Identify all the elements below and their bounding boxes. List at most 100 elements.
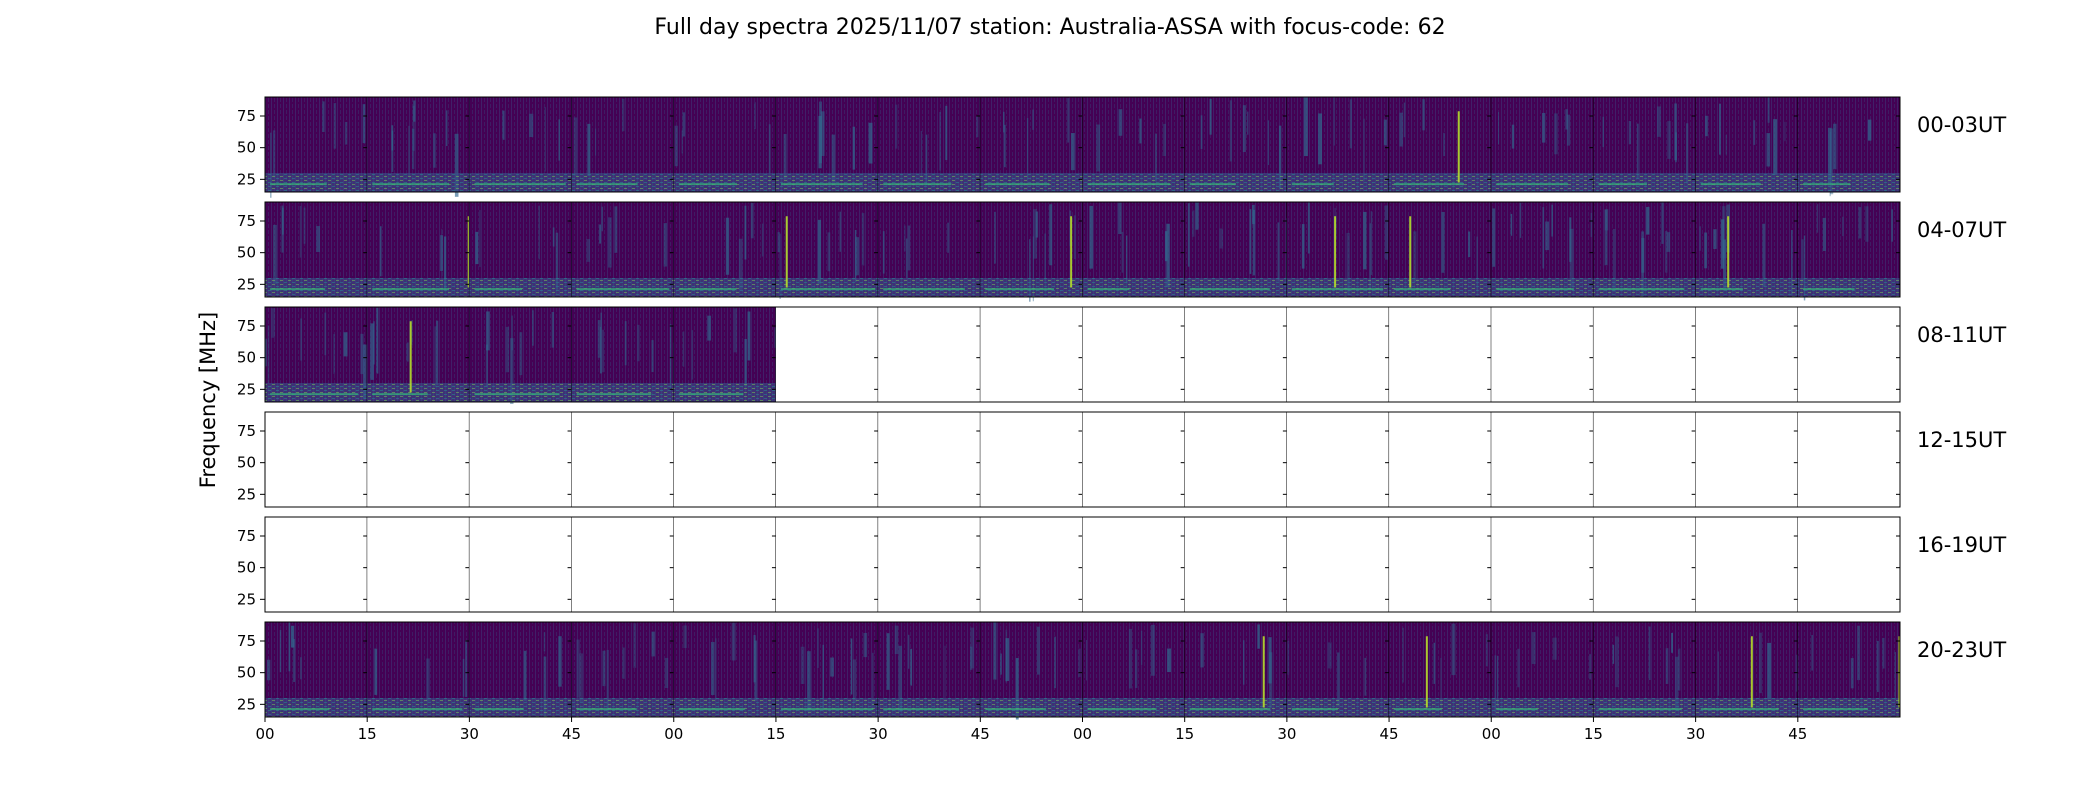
x-tick-label: 45: [562, 725, 581, 743]
interference-line: [678, 288, 737, 291]
burst-streak: [511, 315, 513, 351]
burst-streak: [479, 210, 481, 268]
burst-streak: [1894, 652, 1896, 701]
burst-streak: [543, 632, 546, 652]
burst-streak: [1722, 206, 1726, 259]
empty-panel: [980, 307, 1083, 402]
spectrum-panel: [265, 97, 368, 198]
empty-panel: [469, 412, 573, 507]
burst-streak: [944, 645, 946, 705]
interference-line: [678, 708, 745, 711]
low-freq-band: [469, 278, 572, 297]
burst-streak: [1049, 204, 1053, 266]
burst-streak: [607, 217, 612, 268]
row-label: 16-19UT: [1917, 533, 2006, 557]
low-freq-band: [1695, 173, 1798, 192]
empty-panel: [1184, 307, 1288, 402]
spectrum-panel: [571, 622, 675, 717]
burst-streak: [1243, 640, 1245, 685]
spectrum-panel: [1184, 202, 1289, 297]
burst-streak: [674, 125, 678, 167]
burst-streak: [1762, 223, 1766, 287]
burst-streak: [817, 219, 822, 284]
interference-line: [1496, 183, 1569, 186]
burst-streak: [1187, 203, 1190, 267]
burst-streak: [406, 342, 409, 362]
low-freq-band: [775, 278, 879, 297]
burst-streak: [895, 104, 898, 149]
row-label: 20-23UT: [1917, 638, 2006, 662]
low-freq-band: [469, 698, 572, 717]
spectrum-panel: [1797, 202, 1901, 301]
spectrum-row: 75 50 25 12-15UT: [237, 411, 2006, 508]
burst-streak: [1150, 624, 1155, 676]
burst-streak: [333, 103, 337, 149]
burst-streak: [904, 225, 906, 252]
burst-streak: [839, 211, 842, 252]
burst-streak: [391, 125, 394, 151]
burst-streak: [1519, 202, 1522, 238]
burst-streak: [379, 226, 382, 277]
panel-background: [1184, 517, 1287, 612]
interference-line: [1087, 288, 1130, 291]
panel-background: [265, 412, 368, 507]
panel-background: [1695, 307, 1798, 402]
x-tick-label: 15: [766, 725, 785, 743]
burst-streak: [1252, 209, 1256, 276]
bright-burst: [1409, 216, 1412, 288]
spectrum-panel: [1797, 622, 1901, 717]
interference-line: [1700, 708, 1779, 711]
panel-background: [673, 412, 776, 507]
empty-panel: [673, 517, 777, 612]
burst-streak: [441, 228, 443, 295]
burst-streak: [265, 338, 267, 367]
burst-streak: [1229, 100, 1232, 162]
burst-streak: [1327, 642, 1332, 669]
spectrum-panel: [1184, 622, 1288, 717]
burst-streak: [433, 133, 436, 168]
x-tick-label: 30: [1277, 725, 1296, 743]
burst-streak: [1753, 120, 1756, 145]
burst-streak: [1511, 124, 1515, 149]
spectrum-panel: [1491, 622, 1594, 717]
burst-streak: [994, 211, 996, 264]
spectrum-panel: [1695, 97, 1799, 192]
burst-streak: [465, 640, 468, 698]
burst-streak: [1674, 103, 1677, 161]
row-label: 12-15UT: [1917, 428, 2006, 452]
burst-streak: [1876, 640, 1879, 692]
burst-streak: [1612, 644, 1615, 664]
burst-streak: [1333, 97, 1336, 146]
burst-streak: [290, 625, 295, 648]
burst-streak: [1661, 202, 1664, 244]
burst-streak: [947, 222, 949, 253]
burst-streak: [777, 232, 780, 253]
burst-streak: [558, 636, 562, 687]
empty-panel: [571, 412, 675, 507]
panel-background: [1184, 307, 1287, 402]
burst-streak: [1139, 118, 1142, 144]
burst-streak: [1725, 134, 1727, 155]
low-freq-band: [673, 278, 776, 297]
spectrum-panel: [1082, 622, 1186, 717]
burst-streak: [1163, 123, 1167, 157]
burst-streak: [1713, 229, 1717, 249]
burst-streak: [1349, 99, 1352, 149]
panel-background: [1389, 307, 1492, 402]
burst-streak: [744, 205, 747, 260]
low-freq-band: [367, 173, 470, 192]
burst-streak: [1413, 231, 1417, 282]
burst-streak: [344, 121, 348, 145]
burst-streak: [1485, 634, 1489, 667]
spectrum-panel: [469, 97, 573, 192]
spectrum-row: 75 50 25 08-11UT: [237, 306, 2006, 405]
y-tick-label: 75: [237, 107, 256, 125]
burst-streak: [725, 217, 730, 275]
burst-streak: [1542, 207, 1545, 269]
burst-streak: [1569, 217, 1572, 262]
burst-streak: [1242, 105, 1246, 153]
spectrum-panel: [1389, 97, 1492, 192]
burst-streak: [1318, 113, 1322, 165]
spectrum-panel: [1286, 622, 1390, 717]
burst-streak: [1128, 628, 1132, 689]
